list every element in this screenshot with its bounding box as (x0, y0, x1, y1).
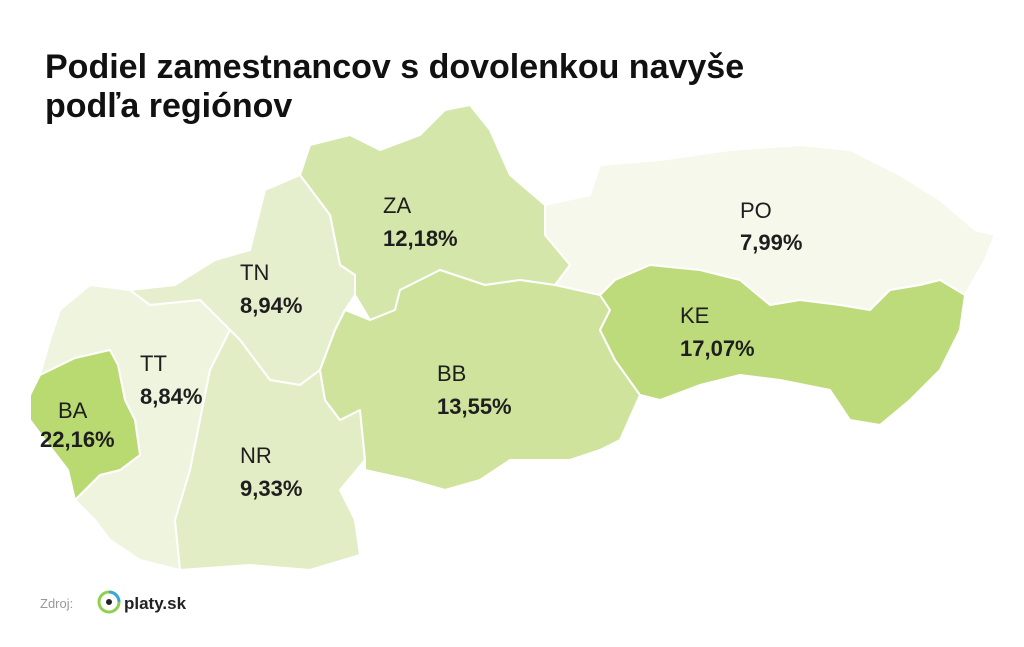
region-shape (174, 329, 366, 571)
region-value: 17,07% (680, 336, 755, 361)
region-code: BB (437, 361, 466, 386)
region-code: TN (240, 260, 269, 285)
region-shape (599, 264, 966, 426)
region-code: PO (740, 198, 772, 223)
region-value: 8,84% (140, 384, 202, 409)
region-code: NR (240, 443, 272, 468)
region-value: 9,33% (240, 476, 302, 501)
region-value: 7,99% (740, 230, 802, 255)
region-code: BA (58, 398, 88, 423)
source-label: Zdroj: (40, 596, 73, 611)
region-value: 13,55% (437, 394, 512, 419)
region-code: KE (680, 303, 709, 328)
region-value: 22,16% (40, 427, 115, 452)
region-code: TT (140, 351, 167, 376)
title-line: Podiel zamestnancov s dovolenkou navyše (45, 48, 744, 86)
brand-logo (97, 590, 121, 614)
region-code: ZA (383, 193, 411, 218)
region-value: 8,94% (240, 293, 302, 318)
region-shape (29, 349, 141, 501)
logo-arc (108, 590, 121, 603)
logo-dot (106, 599, 112, 605)
region-value: 12,18% (383, 226, 458, 251)
source-brand: platy.sk (124, 594, 187, 613)
title-line: podľa regiónov (45, 87, 292, 125)
region-shape (319, 269, 641, 491)
